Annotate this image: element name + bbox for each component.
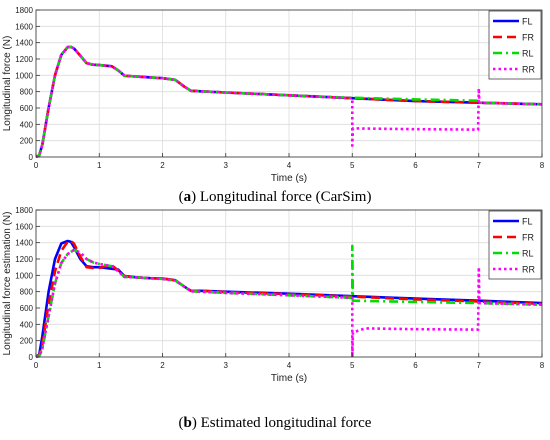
chart-b-svg: 0 1 2 3 4 5 6 7 8 0 200 400 600 800 1000 1200 1400 1600 18… bbox=[2, 206, 545, 384]
legend-label-fr: FR bbox=[522, 233, 534, 243]
x-tick-label: 1 bbox=[97, 161, 102, 170]
x-tick-label: 8 bbox=[540, 361, 545, 370]
x-tick-label: 4 bbox=[287, 361, 292, 370]
y-tick-label: 800 bbox=[20, 88, 34, 97]
y-tick-label: 200 bbox=[20, 337, 34, 346]
caption-a-letter: a bbox=[183, 189, 192, 205]
y-tick-label: 200 bbox=[20, 137, 34, 146]
legend-label-fr: FR bbox=[522, 33, 534, 43]
series-line-rr bbox=[36, 45, 542, 158]
y-tick-label: 1400 bbox=[15, 239, 33, 248]
x-tick-label: 5 bbox=[350, 161, 355, 170]
series-line-rl bbox=[36, 45, 542, 158]
y-axis-label: Longitudinal force estimation (N) bbox=[2, 212, 13, 356]
legend-label-fl: FL bbox=[522, 217, 533, 227]
legend-label-rr: RR bbox=[522, 265, 535, 275]
legend-box bbox=[488, 10, 542, 80]
x-tick-label: 7 bbox=[477, 361, 482, 370]
legend-label-fl: FL bbox=[522, 17, 533, 27]
y-tick-label: 1200 bbox=[15, 55, 33, 64]
y-tick-label: 1000 bbox=[15, 271, 33, 280]
x-tick-label: 7 bbox=[477, 161, 482, 170]
y-tick-label: 1000 bbox=[15, 71, 33, 80]
chart-panel-b: 0 1 2 3 4 5 6 7 8 0 200 400 600 800 1000 1200 1400 1600 18… bbox=[0, 202, 550, 392]
y-tick-label: 800 bbox=[20, 288, 34, 297]
caption-b: (b) Estimated longitudinal force bbox=[178, 415, 372, 431]
y-tick-label: 600 bbox=[20, 304, 34, 313]
x-axis-label: Time (s) bbox=[271, 173, 307, 184]
x-tick-label: 4 bbox=[287, 161, 292, 170]
x-tick-label: 8 bbox=[540, 161, 545, 170]
chart-panel-a: 0 1 2 3 4 5 6 7 8 0 200 400 600 800 1000 1200 1400 1600 18… bbox=[0, 2, 550, 192]
y-tick-label: 1600 bbox=[15, 22, 33, 31]
chart-a-svg: 0 1 2 3 4 5 6 7 8 0 200 400 600 800 1000 1200 1400 1600 18… bbox=[2, 6, 545, 184]
legend-label-rl: RL bbox=[522, 49, 534, 59]
x-tick-label: 6 bbox=[413, 361, 418, 370]
legend-box bbox=[488, 210, 542, 280]
caption-a: (a) Longitudinal force (CarSim) bbox=[178, 189, 372, 205]
x-tick-label: 3 bbox=[224, 161, 229, 170]
legend-label-rr: RR bbox=[522, 65, 535, 75]
x-tick-label: 5 bbox=[350, 361, 355, 370]
y-tick-label: 0 bbox=[29, 153, 34, 162]
y-tick-label: 600 bbox=[20, 104, 34, 113]
legend: FL FR RL RR bbox=[488, 210, 542, 280]
x-tick-label: 6 bbox=[413, 161, 418, 170]
caption-b-text: Estimated longitudinal force bbox=[200, 415, 372, 431]
y-tick-label: 1400 bbox=[15, 39, 33, 48]
x-tick-label: 0 bbox=[34, 161, 39, 170]
y-tick-label: 400 bbox=[20, 120, 34, 129]
y-tick-label: 1600 bbox=[15, 222, 33, 231]
caption-b-letter: b bbox=[183, 415, 192, 431]
legend-label-rl: RL bbox=[522, 249, 534, 259]
y-tick-label: 1800 bbox=[15, 206, 33, 215]
x-tick-label: 3 bbox=[224, 361, 229, 370]
x-tick-label: 2 bbox=[160, 361, 165, 370]
caption-a-text: Longitudinal force (CarSim) bbox=[199, 189, 372, 205]
y-tick-label: 1200 bbox=[15, 255, 33, 264]
y-tick-label: 0 bbox=[29, 353, 34, 362]
x-tick-label: 2 bbox=[160, 161, 165, 170]
legend: FL FR RL RR bbox=[488, 10, 542, 80]
x-tick-label: 0 bbox=[34, 361, 39, 370]
x-tick-label: 1 bbox=[97, 361, 102, 370]
y-tick-label: 1800 bbox=[15, 6, 33, 15]
x-axis-label: Time (s) bbox=[271, 373, 307, 384]
y-axis-label: Longitudinal force (N) bbox=[2, 36, 13, 132]
y-tick-label: 400 bbox=[20, 320, 34, 329]
